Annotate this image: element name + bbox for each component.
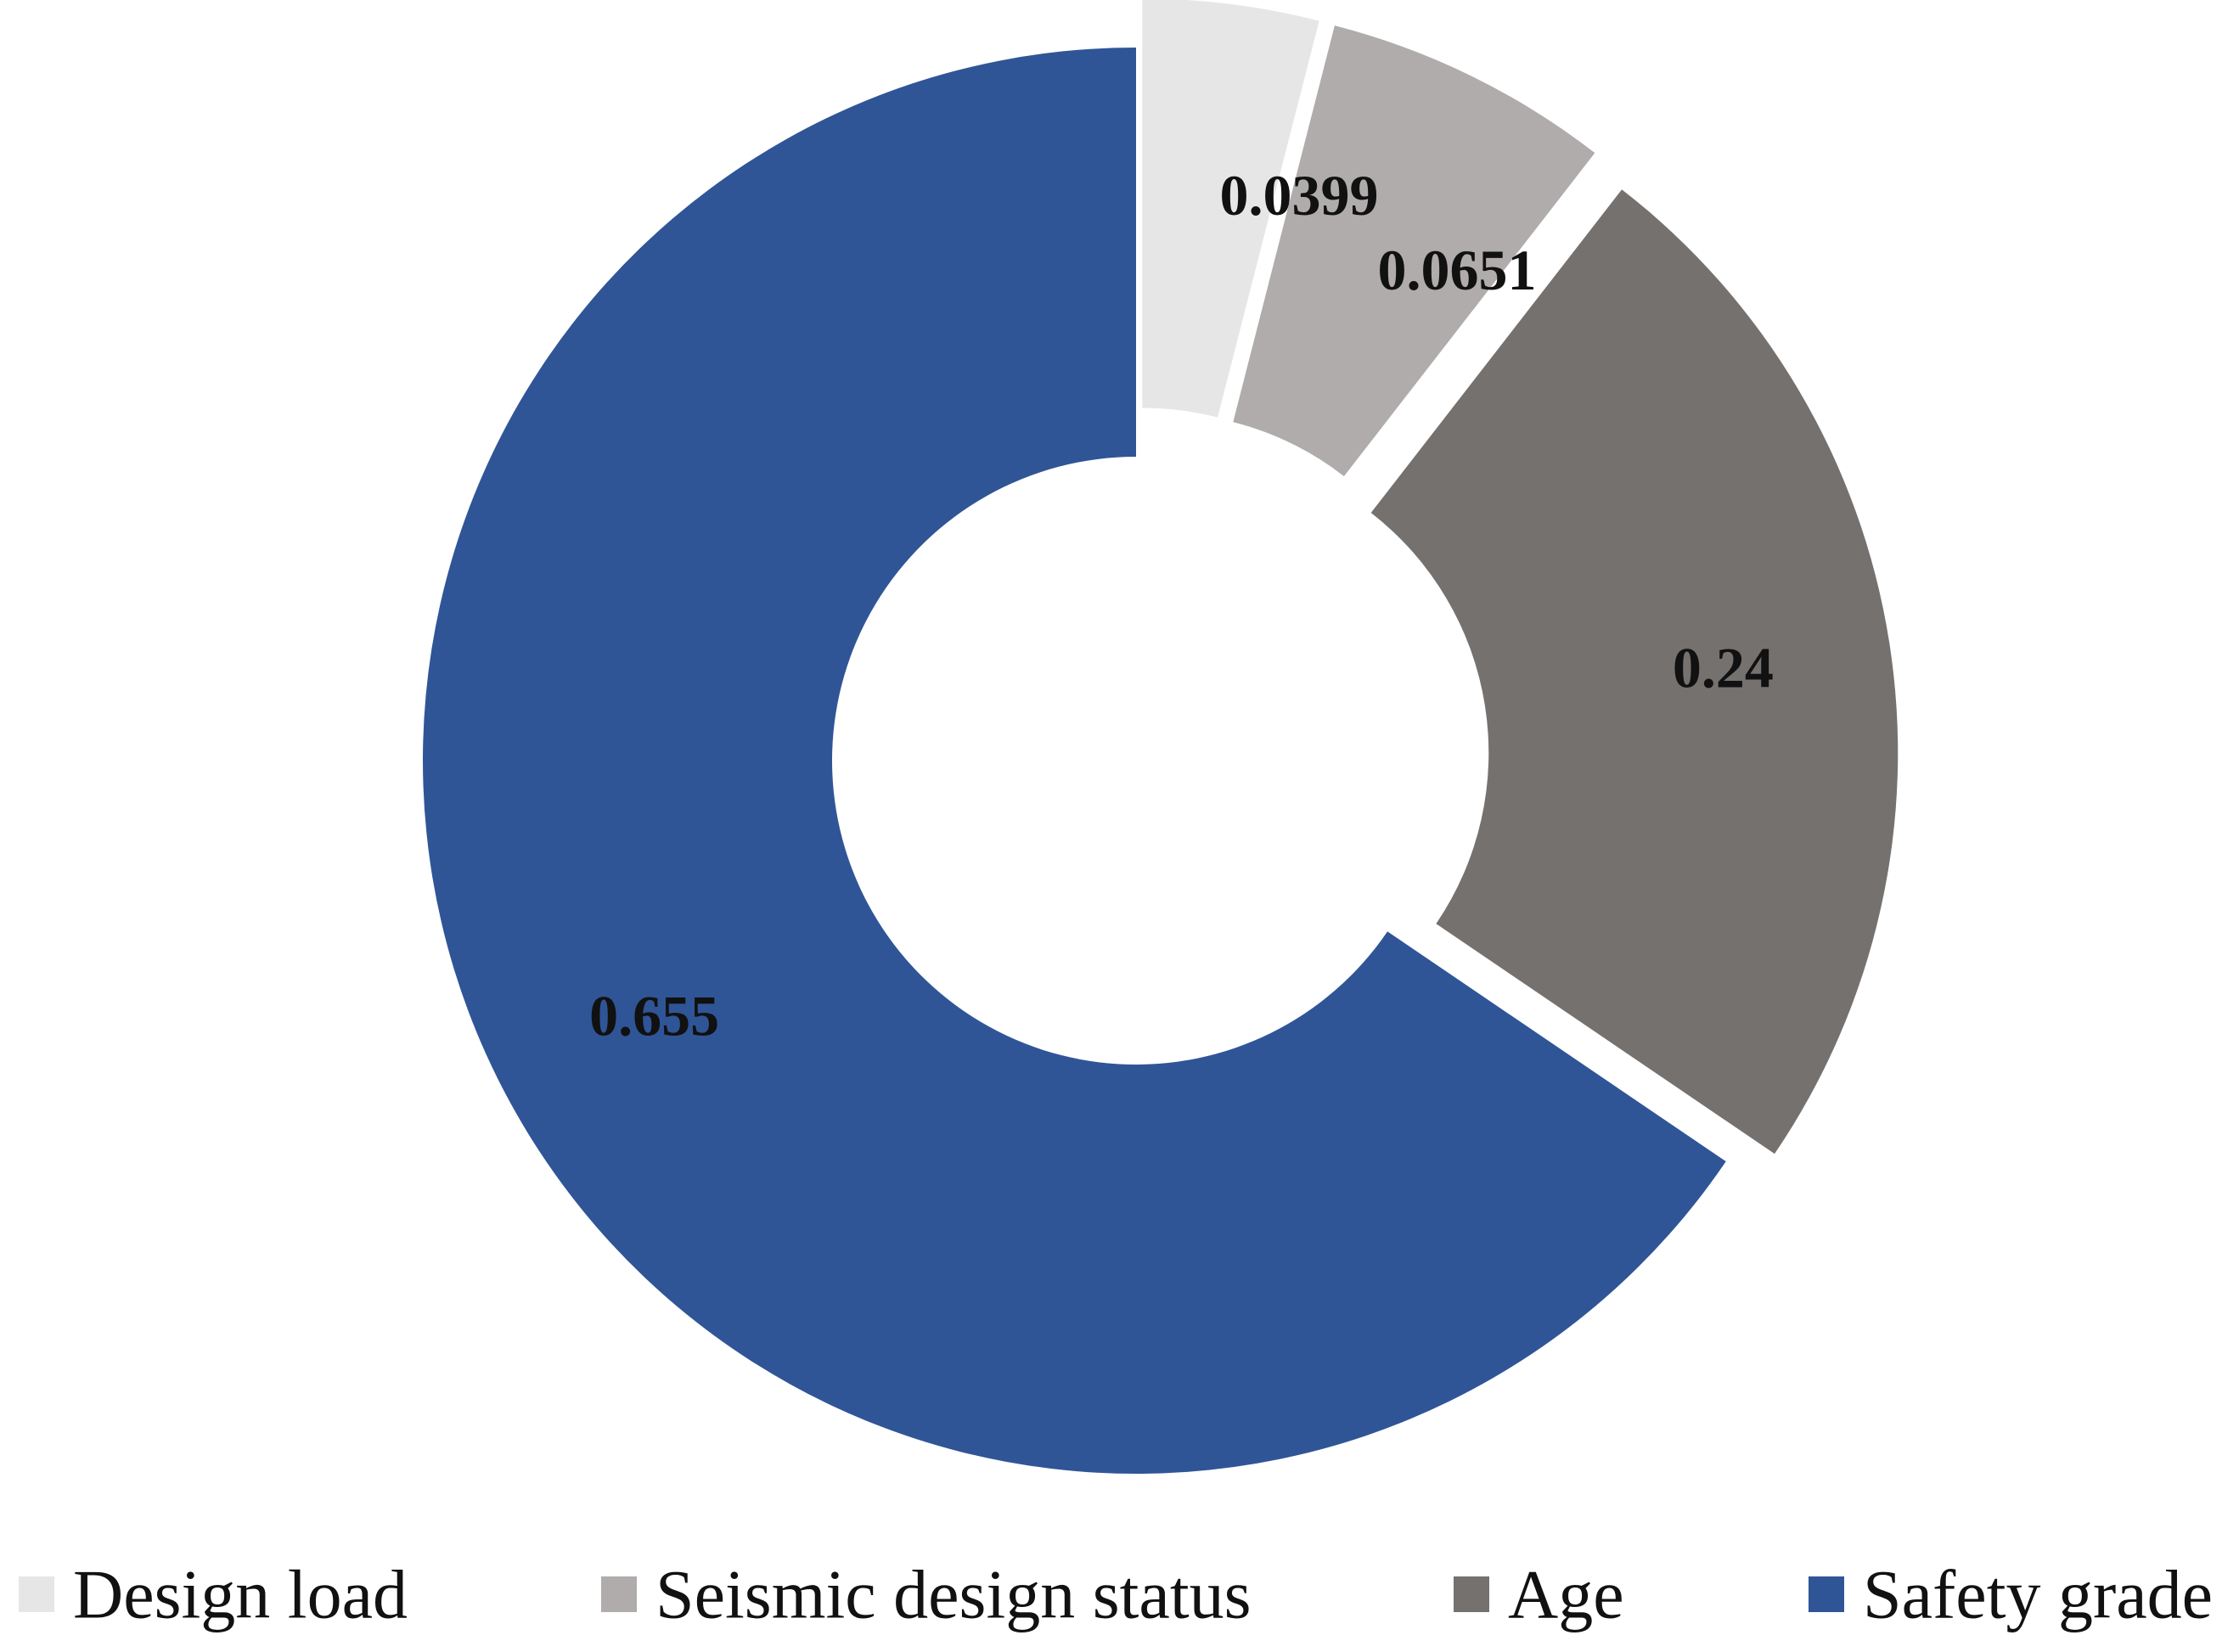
legend-label-design-load: Design load (73, 1556, 408, 1633)
legend-item-age: Age (1454, 1556, 1624, 1633)
legend-item-design-load: Design load (19, 1556, 408, 1633)
slice-safety-grade (422, 48, 1726, 1474)
data-label-design-load: 0.0399 (1220, 163, 1379, 228)
legend-item-safety-grade: Safety grade (1809, 1556, 2213, 1633)
data-label-seismic-design-status: 0.0651 (1378, 238, 1537, 302)
legend-item-seismic-design-status: Seismic design status (601, 1556, 1252, 1633)
slice-age (1370, 189, 1899, 1155)
legend: Design load Seismic design status Age Safet… (19, 1556, 2213, 1633)
data-labels: 0.0399 0.0651 0.24 0.655 (589, 163, 1774, 1048)
legend-swatch-age (1454, 1576, 1489, 1612)
legend-label-age: Age (1508, 1556, 1624, 1633)
legend-label-safety-grade: Safety grade (1863, 1556, 2213, 1633)
legend-swatch-safety-grade (1809, 1576, 1844, 1612)
legend-swatch-design-load (19, 1576, 54, 1612)
donut-slices (422, 0, 1899, 1474)
slice-seismic-design-status (1233, 25, 1595, 477)
legend-swatch-seismic-design-status (601, 1576, 637, 1612)
slice-design-load (1142, 0, 1319, 418)
data-label-age: 0.24 (1673, 635, 1774, 700)
legend-label-seismic-design-status: Seismic design status (655, 1556, 1252, 1633)
data-label-safety-grade: 0.655 (589, 983, 719, 1048)
